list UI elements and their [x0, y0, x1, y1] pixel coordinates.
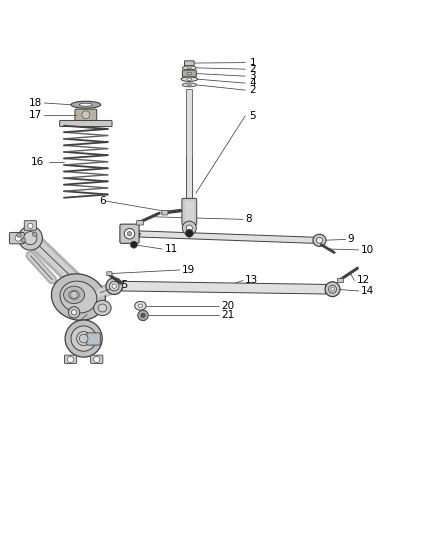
Text: 17: 17 [29, 110, 42, 120]
Ellipse shape [187, 84, 191, 86]
FancyBboxPatch shape [87, 333, 100, 345]
FancyBboxPatch shape [75, 109, 97, 120]
Text: 12: 12 [357, 276, 370, 286]
Ellipse shape [106, 278, 123, 294]
Text: 16: 16 [31, 157, 44, 167]
Ellipse shape [51, 274, 106, 320]
Circle shape [28, 223, 33, 229]
FancyBboxPatch shape [182, 70, 196, 77]
FancyBboxPatch shape [162, 211, 168, 215]
Polygon shape [134, 231, 315, 244]
Text: 4: 4 [250, 78, 256, 88]
Text: 2: 2 [250, 85, 256, 95]
Text: 5: 5 [250, 111, 256, 121]
Ellipse shape [60, 281, 97, 313]
Ellipse shape [65, 320, 102, 357]
Text: 7: 7 [134, 233, 141, 243]
Circle shape [32, 232, 37, 236]
Ellipse shape [135, 302, 146, 310]
Ellipse shape [112, 284, 117, 288]
Ellipse shape [79, 103, 92, 106]
Ellipse shape [182, 83, 196, 87]
Text: 8: 8 [245, 214, 252, 224]
Polygon shape [122, 281, 325, 294]
FancyBboxPatch shape [184, 61, 194, 66]
Ellipse shape [316, 238, 322, 243]
Circle shape [67, 357, 74, 362]
Text: 21: 21 [221, 310, 234, 320]
Text: 1: 1 [250, 58, 256, 68]
FancyBboxPatch shape [185, 200, 194, 223]
Ellipse shape [138, 304, 143, 308]
Ellipse shape [68, 306, 80, 318]
Ellipse shape [110, 281, 119, 291]
Text: 3: 3 [250, 71, 256, 81]
Ellipse shape [187, 72, 191, 75]
Circle shape [182, 221, 196, 235]
Text: 18: 18 [29, 98, 42, 108]
Ellipse shape [98, 304, 107, 312]
Ellipse shape [187, 78, 192, 80]
Text: 10: 10 [361, 245, 374, 255]
Circle shape [79, 334, 88, 343]
FancyBboxPatch shape [10, 232, 24, 244]
Ellipse shape [181, 77, 198, 82]
FancyBboxPatch shape [182, 198, 197, 225]
Text: 19: 19 [182, 265, 195, 275]
FancyBboxPatch shape [337, 278, 343, 282]
FancyBboxPatch shape [120, 224, 139, 244]
Ellipse shape [313, 234, 326, 246]
Ellipse shape [325, 282, 340, 297]
Text: 2: 2 [250, 64, 256, 74]
FancyBboxPatch shape [137, 221, 144, 225]
FancyBboxPatch shape [187, 89, 192, 200]
FancyBboxPatch shape [64, 355, 77, 364]
Ellipse shape [331, 287, 334, 291]
Ellipse shape [18, 226, 42, 250]
Text: 20: 20 [221, 301, 234, 311]
Circle shape [17, 233, 21, 237]
Ellipse shape [64, 286, 85, 304]
Circle shape [21, 238, 25, 243]
FancyBboxPatch shape [60, 120, 112, 126]
Ellipse shape [69, 290, 79, 299]
FancyBboxPatch shape [24, 221, 36, 230]
FancyBboxPatch shape [187, 156, 192, 200]
Ellipse shape [71, 310, 77, 315]
Circle shape [185, 229, 193, 237]
Circle shape [186, 225, 192, 231]
Ellipse shape [187, 67, 191, 69]
Ellipse shape [71, 101, 101, 108]
Circle shape [127, 231, 132, 236]
Ellipse shape [24, 231, 37, 245]
Circle shape [124, 229, 135, 239]
Text: 15: 15 [116, 280, 129, 290]
Ellipse shape [328, 285, 336, 293]
Ellipse shape [77, 332, 91, 345]
Circle shape [141, 313, 145, 318]
Circle shape [82, 111, 90, 119]
Text: 9: 9 [347, 235, 353, 245]
Text: 13: 13 [245, 276, 258, 286]
Ellipse shape [182, 66, 196, 70]
Ellipse shape [71, 326, 96, 351]
FancyBboxPatch shape [107, 272, 112, 276]
Ellipse shape [94, 300, 111, 316]
Circle shape [15, 235, 21, 241]
Text: 6: 6 [99, 196, 106, 206]
FancyBboxPatch shape [91, 355, 103, 364]
Text: 14: 14 [361, 286, 374, 296]
Text: 11: 11 [164, 244, 178, 254]
Circle shape [138, 310, 148, 321]
Circle shape [94, 357, 100, 362]
Circle shape [71, 292, 78, 298]
Circle shape [131, 241, 138, 248]
